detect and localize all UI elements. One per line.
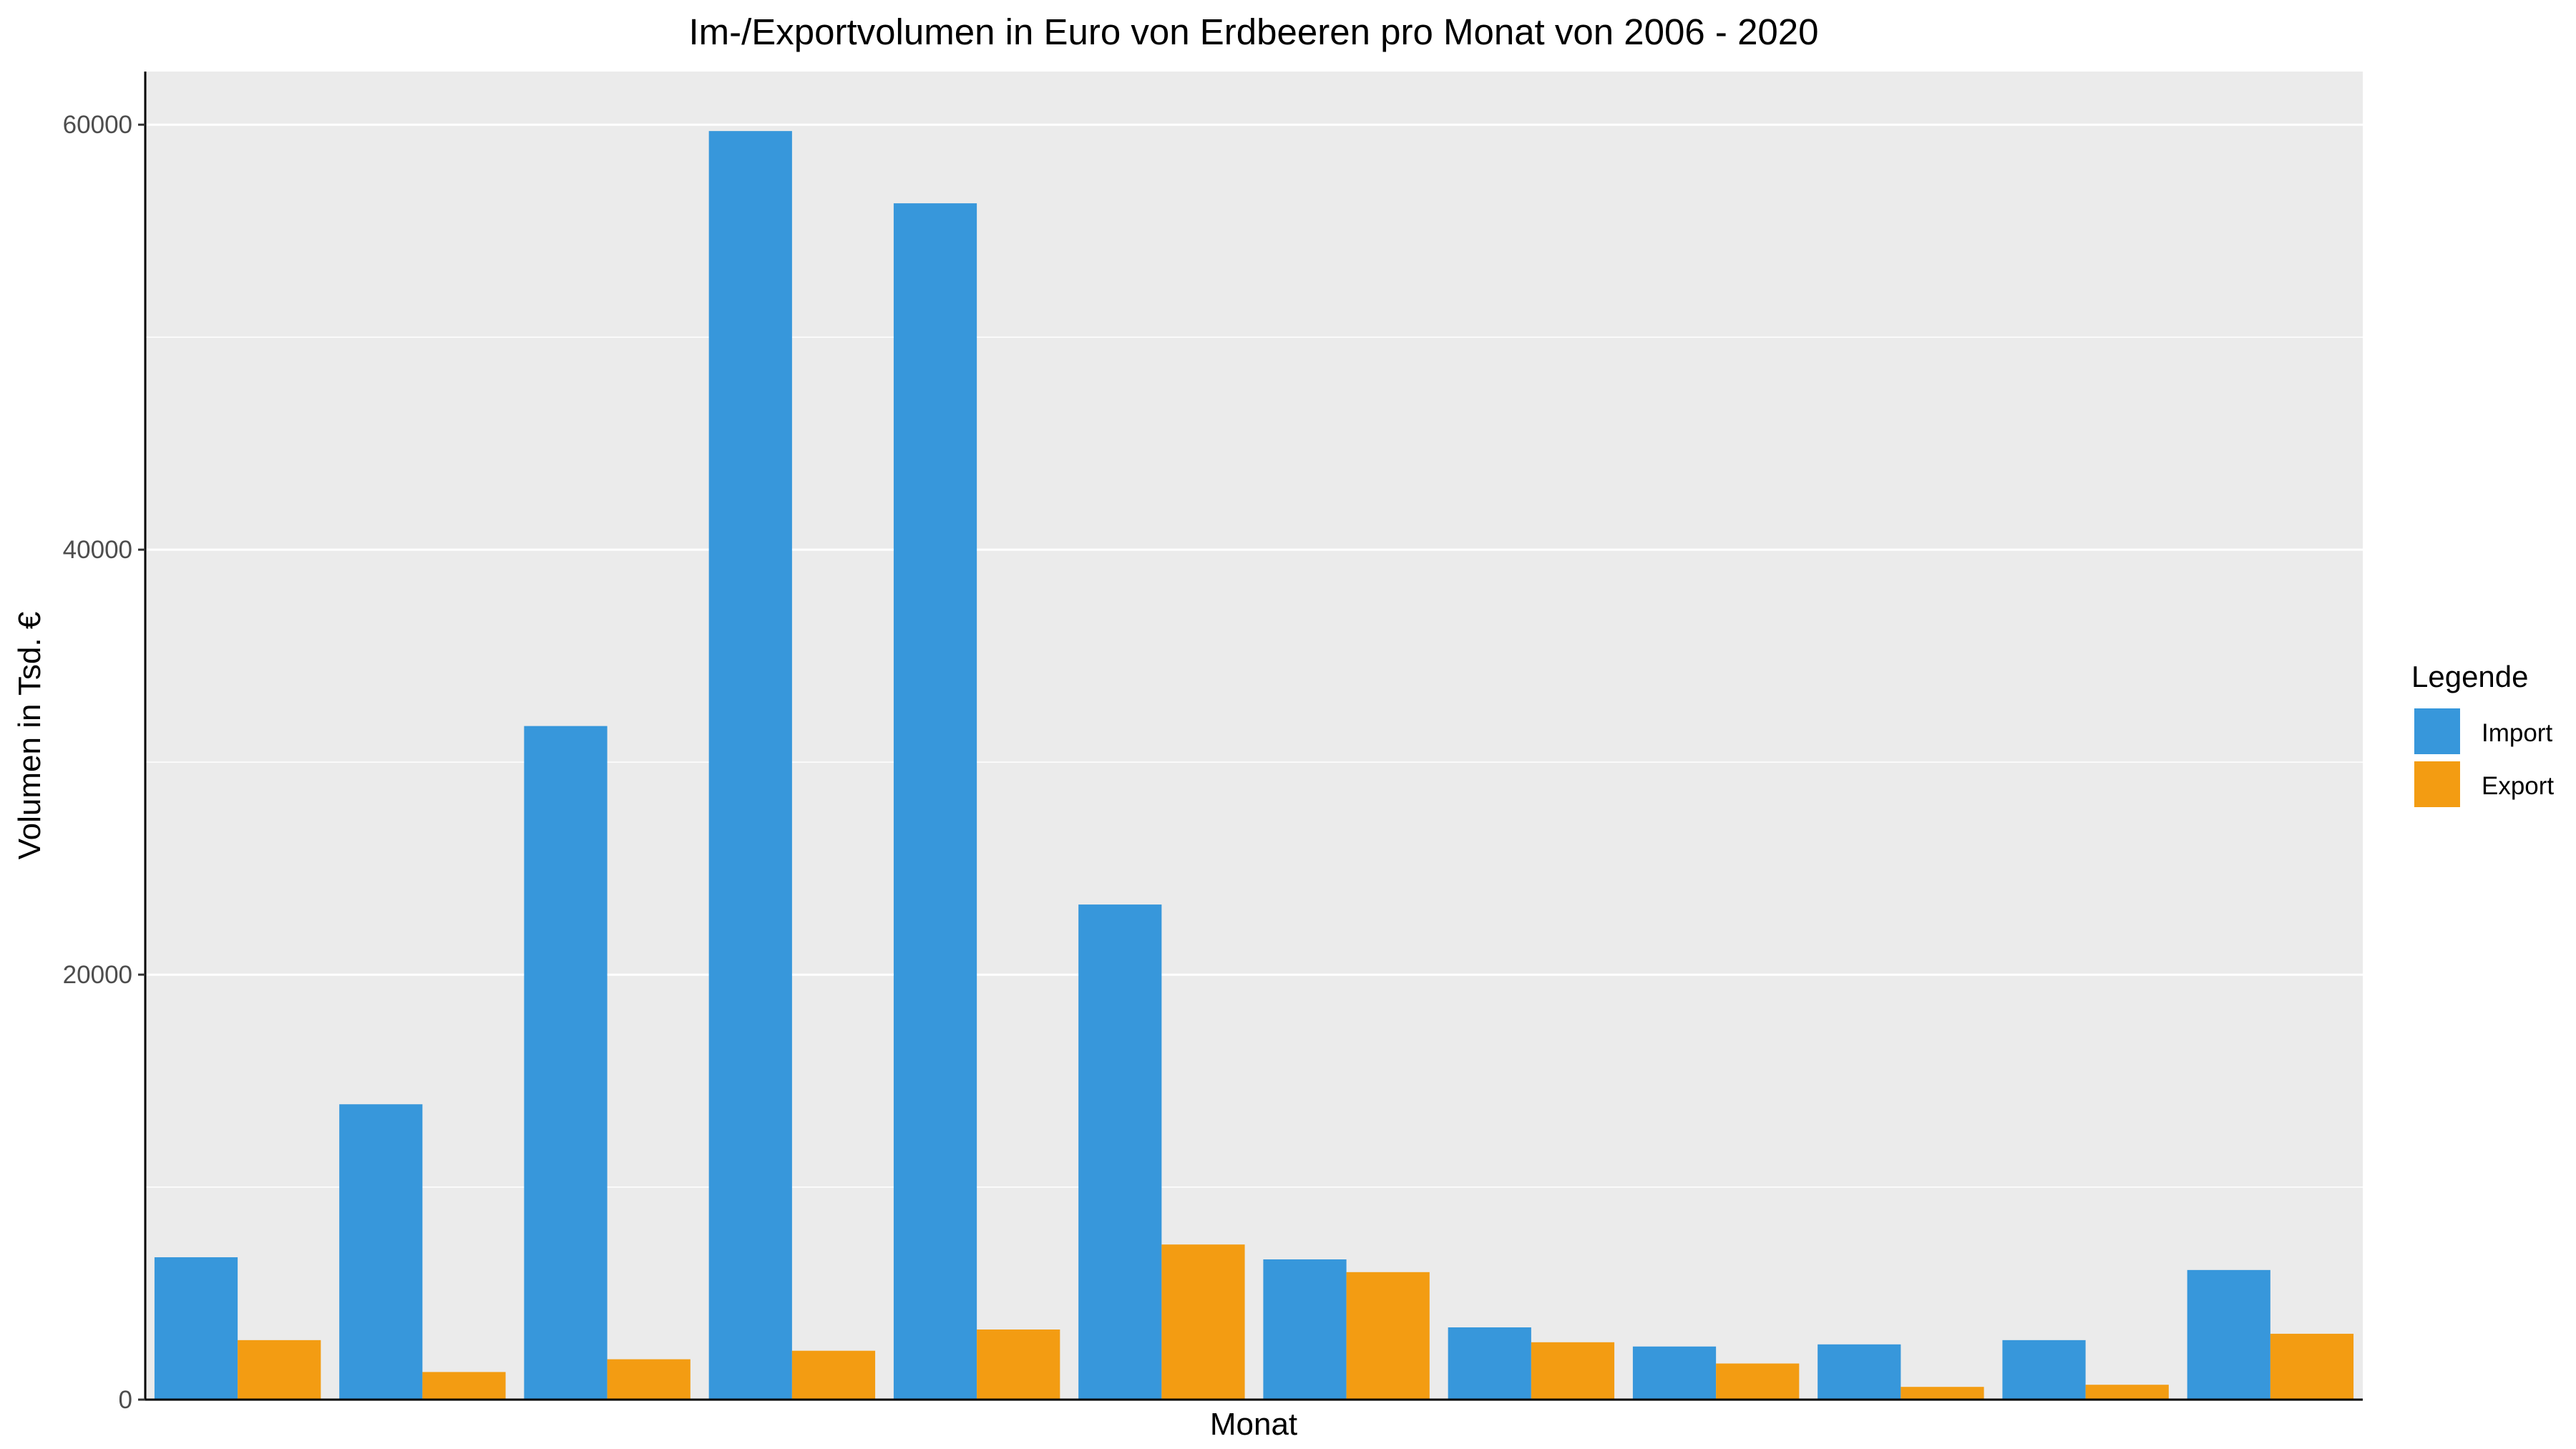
- y-tick-label: 40000: [63, 536, 132, 564]
- bar-import-12: [2187, 1269, 2270, 1400]
- bar-export-11: [2085, 1385, 2169, 1400]
- bar-export-9: [1716, 1363, 1800, 1400]
- bar-import-1: [154, 1257, 238, 1400]
- y-axis-ticks: 0 20000 40000 60000: [63, 111, 145, 1414]
- bar-export-8: [1531, 1342, 1615, 1400]
- bar-export-12: [2270, 1333, 2354, 1400]
- bar-export-6: [1161, 1244, 1245, 1400]
- legend-label-import: Import: [2482, 719, 2552, 747]
- x-axis-title: Monat: [1210, 1407, 1297, 1442]
- bar-import-8: [1448, 1327, 1531, 1400]
- bar-import-7: [1263, 1259, 1347, 1400]
- y-tick-label: 60000: [63, 111, 132, 139]
- y-tick-label: 0: [119, 1386, 132, 1414]
- chart-title: Im-/Exportvolumen in Euro von Erdbeeren …: [688, 11, 1818, 52]
- bar-import-6: [1078, 904, 1162, 1400]
- bar-import-2: [339, 1104, 423, 1400]
- bar-export-3: [607, 1359, 691, 1400]
- plot-panel: [145, 72, 2363, 1400]
- y-axis-title: Volumen in Tsd. €: [12, 612, 47, 860]
- bar-export-1: [238, 1340, 321, 1400]
- bar-import-11: [2002, 1340, 2086, 1400]
- bar-import-5: [893, 203, 977, 1400]
- bar-import-3: [524, 726, 608, 1400]
- bar-export-4: [791, 1350, 876, 1400]
- bar-import-10: [1818, 1344, 1901, 1400]
- y-tick-label: 20000: [63, 961, 132, 989]
- bar-import-9: [1632, 1346, 1717, 1400]
- legend-swatch-export: [2414, 761, 2460, 807]
- bar-export-7: [1346, 1272, 1430, 1400]
- legend-swatch-import: [2414, 708, 2460, 754]
- bar-export-2: [422, 1372, 506, 1400]
- legend-title: Legende: [2411, 660, 2529, 693]
- bars: [154, 131, 2354, 1400]
- legend-label-export: Export: [2482, 772, 2554, 800]
- bar-export-5: [977, 1330, 1060, 1400]
- legend: Legende Import Export: [2411, 660, 2554, 807]
- bar-import-4: [708, 131, 792, 1400]
- bar-export-10: [1901, 1387, 1984, 1400]
